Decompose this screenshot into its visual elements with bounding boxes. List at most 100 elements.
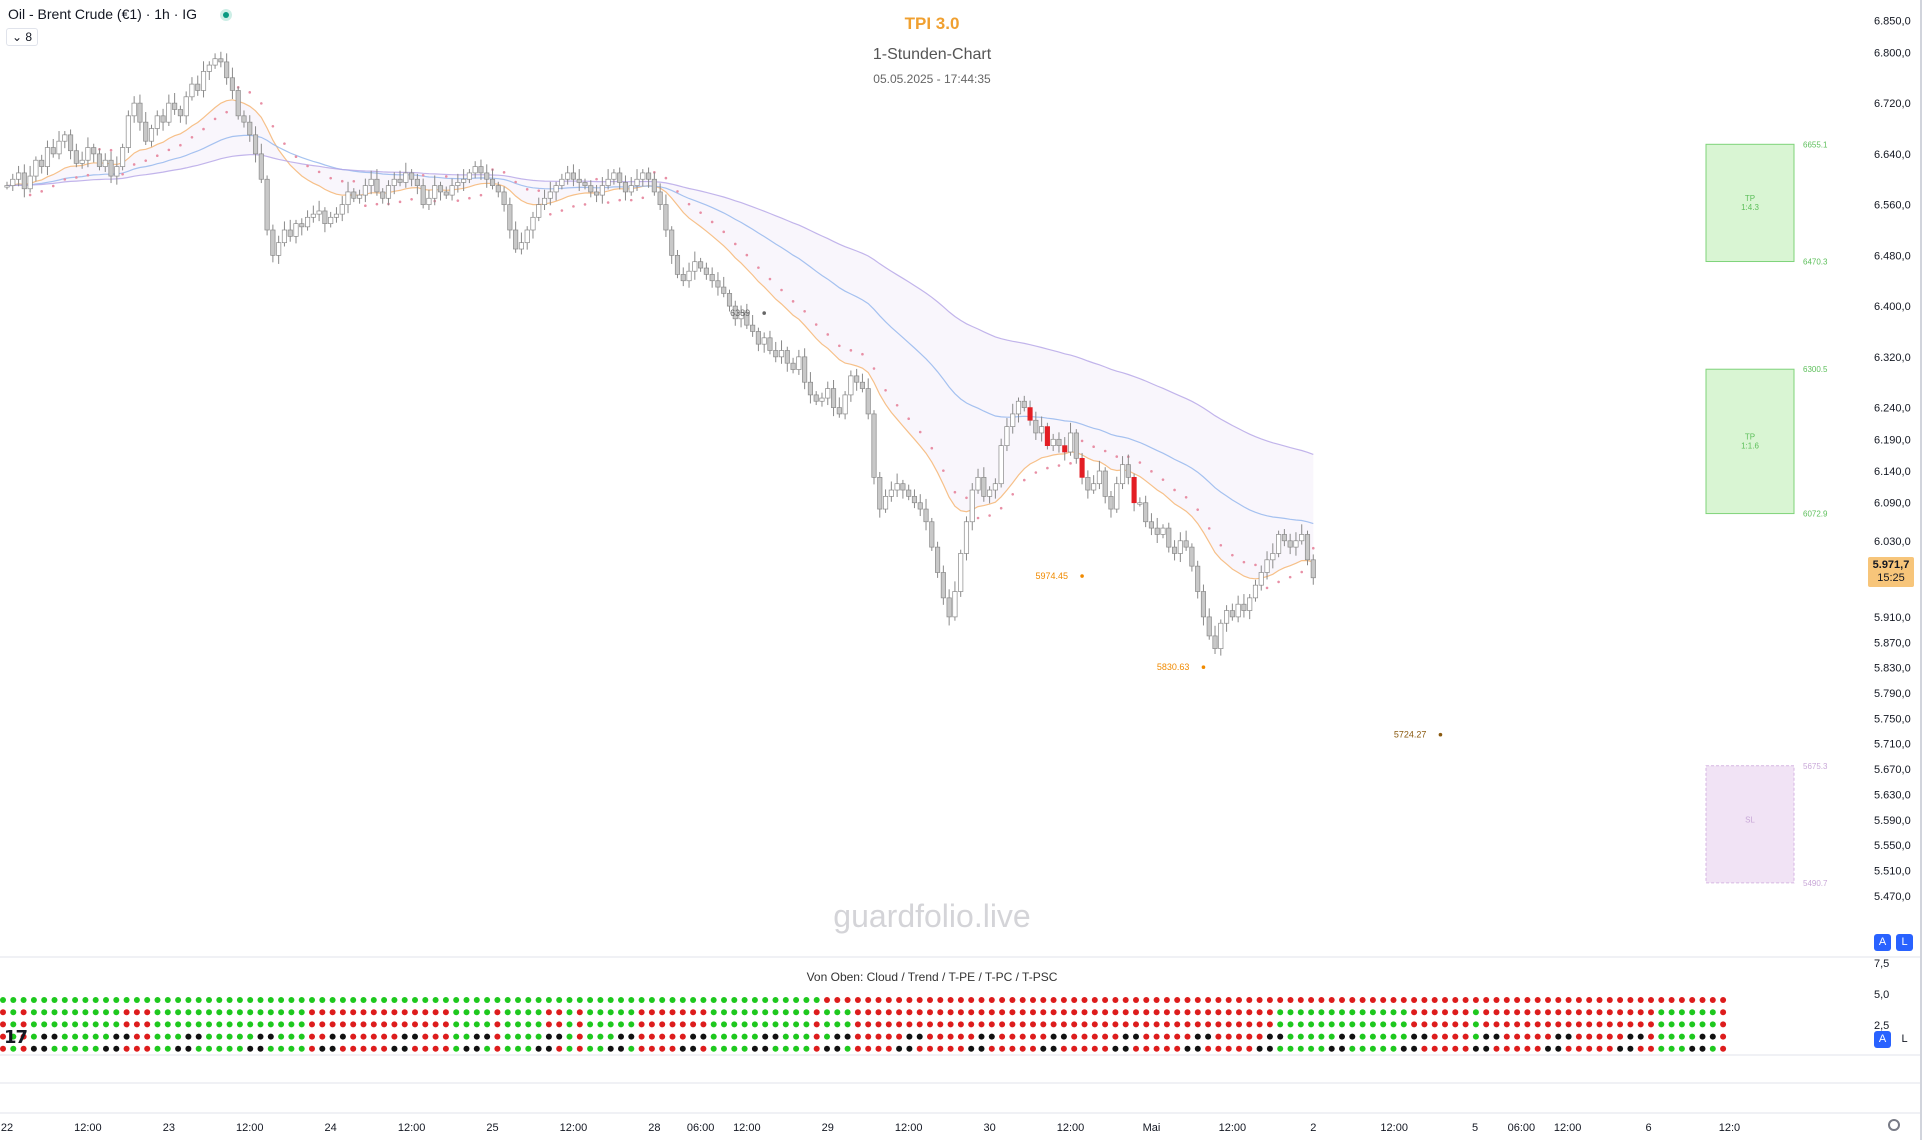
signal-dot xyxy=(1390,1045,1397,1052)
candle-body xyxy=(1224,610,1230,624)
signal-dot xyxy=(978,1021,985,1028)
signal-dot xyxy=(41,1045,48,1052)
signal-dot xyxy=(1380,1045,1387,1052)
signal-dot xyxy=(1297,1021,1304,1028)
signal-dot xyxy=(72,1009,79,1016)
signal-dot xyxy=(10,1033,17,1040)
signal-dot xyxy=(422,1009,429,1016)
signal-dot xyxy=(1143,1009,1150,1016)
trail-dot xyxy=(1069,462,1072,465)
signal-dot xyxy=(793,1021,800,1028)
signal-dot xyxy=(813,997,820,1003)
trail-dot xyxy=(1300,570,1304,574)
pane-log-scale-button[interactable]: L xyxy=(1896,1031,1913,1048)
signal-dot xyxy=(1627,1045,1634,1052)
signal-dot xyxy=(216,1009,223,1016)
x-tick-label: 25 xyxy=(486,1122,498,1134)
signal-dot xyxy=(1143,1045,1150,1052)
signal-dot xyxy=(61,1021,68,1028)
signal-dot xyxy=(1452,1033,1459,1040)
signal-dot xyxy=(1411,1009,1418,1016)
signal-dot xyxy=(463,1033,470,1040)
trail-dot xyxy=(260,102,263,105)
signal-dot xyxy=(751,1033,758,1040)
signal-dot xyxy=(463,1021,470,1028)
candle-body xyxy=(680,274,686,282)
signal-dot xyxy=(1071,1045,1078,1052)
candle-body xyxy=(345,191,351,205)
signal-dot xyxy=(51,1033,58,1040)
candle-body xyxy=(322,210,328,225)
candle-body xyxy=(1027,407,1033,421)
y-tick-label: 5.710,0 xyxy=(1874,739,1911,751)
candle-body xyxy=(807,381,813,396)
signal-dot xyxy=(916,1021,923,1028)
signal-dot xyxy=(164,1009,171,1016)
signal-dot xyxy=(968,997,975,1003)
trail-dot xyxy=(63,178,67,181)
tradingview-logo: 17 xyxy=(4,1027,28,1048)
signal-dot xyxy=(319,997,326,1003)
signal-dot xyxy=(504,1045,511,1052)
signal-dot xyxy=(648,1021,655,1028)
signal-dot xyxy=(144,997,151,1003)
signal-dot xyxy=(1699,997,1706,1003)
signal-dot xyxy=(957,1021,964,1028)
signal-dot xyxy=(236,1033,243,1040)
signal-dot xyxy=(937,997,944,1003)
signal-dot xyxy=(226,1033,233,1040)
signal-dot xyxy=(545,1045,552,1052)
auto-scale-button[interactable]: A xyxy=(1874,934,1891,951)
signal-dot xyxy=(1411,1021,1418,1028)
trail-dot xyxy=(75,176,78,179)
candle-body xyxy=(842,394,848,415)
x-tick-label: 30 xyxy=(983,1122,995,1134)
candle-body xyxy=(1004,426,1010,446)
signal-dot xyxy=(669,1045,676,1052)
candle-body xyxy=(692,261,698,272)
signal-dot xyxy=(690,1021,697,1028)
zone-bottom-price: 5490.7 xyxy=(1803,879,1828,888)
collapse-indicators-button[interactable]: ⌄ 8 xyxy=(6,28,39,46)
signal-dot xyxy=(1390,997,1397,1003)
y-tick-label: 5.510,0 xyxy=(1874,866,1911,878)
trail-dot xyxy=(803,310,806,313)
candle-body xyxy=(281,229,287,244)
signal-dot xyxy=(432,997,439,1003)
signal-dot xyxy=(144,1009,151,1016)
signal-dot xyxy=(710,997,717,1003)
candle-body xyxy=(1119,464,1126,485)
log-scale-button[interactable]: L xyxy=(1896,934,1913,951)
candle-body xyxy=(923,508,929,523)
x-tick-label: Mai xyxy=(1143,1122,1161,1134)
candle-body xyxy=(1183,540,1189,548)
x-tick-label: 22 xyxy=(1,1122,13,1134)
signal-dot xyxy=(432,1009,439,1016)
signal-dot xyxy=(1565,1045,1572,1052)
y-tick-label: 6.140,0 xyxy=(1874,466,1911,478)
signal-dot xyxy=(844,1045,851,1052)
signal-dot xyxy=(319,1045,326,1052)
candle-body xyxy=(466,172,472,180)
signal-dot xyxy=(1637,997,1644,1003)
candle-body xyxy=(917,502,923,510)
candle-body xyxy=(888,489,894,497)
signal-dot xyxy=(1400,1033,1407,1040)
pane-auto-scale-button[interactable]: A xyxy=(1874,1031,1891,1048)
gear-icon[interactable] xyxy=(1888,1119,1900,1131)
ema-slow-line xyxy=(6,154,1314,455)
signal-dot xyxy=(1297,997,1304,1003)
trail-dot xyxy=(757,266,760,269)
signal-dot xyxy=(257,1009,264,1016)
signal-dot xyxy=(360,997,367,1003)
signal-dot xyxy=(123,1045,130,1052)
signal-dot xyxy=(638,1021,645,1028)
signal-dot xyxy=(628,997,635,1003)
symbol-title[interactable]: Oil - Brent Crude (€1) · 1h · IG xyxy=(8,6,198,22)
signal-dot xyxy=(1658,1033,1665,1040)
signal-dot xyxy=(1256,1021,1263,1028)
signal-dot xyxy=(494,1045,501,1052)
signal-dot xyxy=(216,1045,223,1052)
